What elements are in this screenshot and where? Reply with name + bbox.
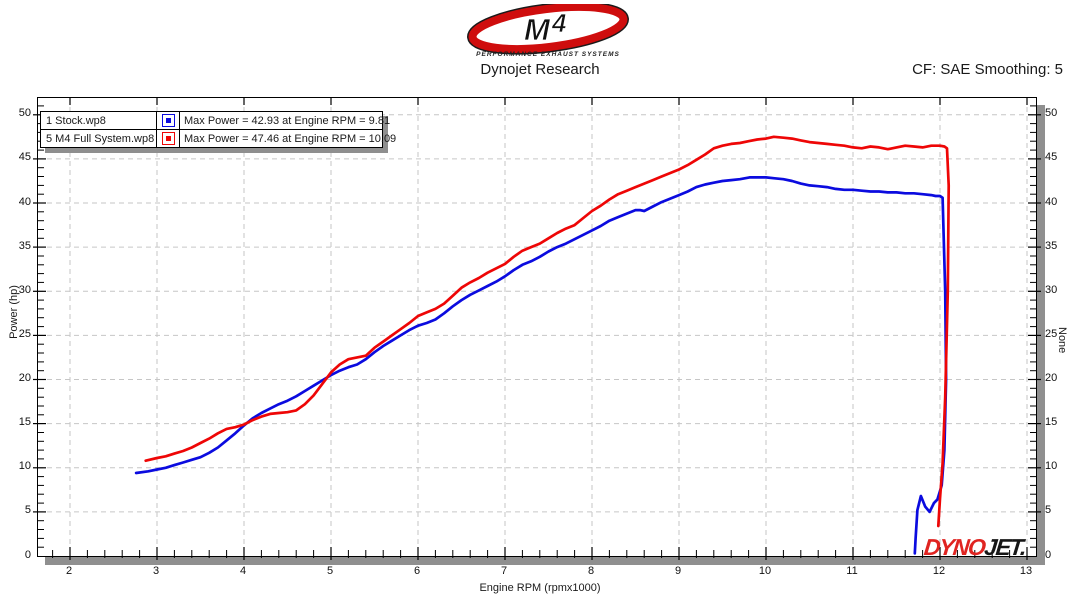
y-axis-tick-label-right: 30	[1045, 284, 1058, 296]
x-axis-tick-label: 3	[152, 565, 160, 577]
y-axis-tick-label-right: 45	[1045, 151, 1058, 163]
m4-brand-logo: M 4 PERFORMANCE EXHAUST SYSTEMS	[467, 4, 629, 58]
legend-max-power-text: Max Power = 47.46 at Engine RPM = 10.09	[184, 132, 397, 145]
x-axis-tick-label: 9	[674, 565, 682, 577]
y-axis-tick-label-left: 10	[18, 460, 31, 472]
power-curve	[134, 176, 948, 555]
y-axis-tick-label-right: 10	[1045, 460, 1058, 472]
y-axis-tick-label-left: 30	[18, 284, 31, 296]
y-axis-right-title: None	[1056, 327, 1068, 354]
y-axis-tick-label-right: 0	[1045, 549, 1052, 561]
correction-smoothing-text: CF: SAE Smoothing: 5	[912, 61, 1063, 78]
run-legend: 1 Stock.wp8 Max Power = 42.93 at Engine …	[40, 111, 397, 148]
m4-series-marker	[161, 132, 175, 145]
m4-logo-ellipse	[467, 4, 629, 55]
x-axis-tick-label: 4	[239, 565, 247, 577]
y-axis-tick-label-right: 25	[1045, 328, 1058, 340]
y-axis-tick-label-left: 5	[24, 504, 31, 516]
y-axis-tick-label-right: 50	[1045, 107, 1058, 119]
legend-run-name: 1 Stock.wp8	[46, 114, 106, 127]
y-axis-tick-label-right: 20	[1045, 372, 1058, 384]
dynojet-watermark-jet: JET.	[983, 534, 1027, 560]
y-axis-tick-label-right: 15	[1045, 416, 1058, 428]
x-axis-tick-label: 10	[758, 565, 772, 577]
y-axis-tick-label-left: 20	[18, 372, 31, 384]
legend-run-name: 5 M4 Full System.wp8	[46, 132, 155, 145]
legend-row-m4[interactable]: 5 M4 Full System.wp8 Max Power = 47.46 a…	[41, 129, 397, 147]
y-axis-tick-label-left: 35	[18, 240, 31, 252]
y-axis-tick-label-left: 50	[18, 107, 31, 119]
x-axis-tick-label: 11	[846, 565, 858, 577]
x-axis-tick-label: 13	[1019, 565, 1033, 577]
x-axis-tick-label: 7	[500, 565, 508, 577]
y-axis-tick-label-left: 25	[18, 328, 31, 340]
legend-max-power-text: Max Power = 42.93 at Engine RPM = 9.81	[184, 114, 391, 127]
y-axis-tick-label-right: 35	[1045, 240, 1058, 252]
x-axis-tick-label: 8	[587, 565, 595, 577]
y-axis-tick-label-left: 45	[18, 151, 31, 163]
m4-logo-subtext: PERFORMANCE EXHAUST SYSTEMS	[476, 51, 620, 58]
y-axis-tick-label-right: 5	[1045, 504, 1052, 516]
power-curve	[144, 135, 951, 528]
dynojet-watermark-logo: DYNOJET.	[923, 534, 1027, 561]
m4-logo-text: M	[524, 12, 551, 47]
page-title: Dynojet Research	[480, 61, 600, 78]
legend-row-stock[interactable]: 1 Stock.wp8 Max Power = 42.93 at Engine …	[41, 112, 391, 129]
y-axis-tick-label-left: 15	[18, 416, 31, 428]
dyno-curves-svg	[33, 98, 1041, 560]
x-axis-title: Engine RPM (rpmx1000)	[479, 582, 601, 594]
x-axis-tick-label: 12	[932, 565, 946, 577]
stock-series-marker	[161, 114, 175, 127]
x-axis-tick-label: 5	[326, 565, 334, 577]
legend-marker-cell	[156, 130, 180, 147]
y-axis-tick-label-left: 40	[18, 196, 31, 208]
y-axis-tick-label-left: 0	[24, 549, 31, 561]
legend-marker-cell	[156, 112, 180, 129]
y-axis-tick-label-right: 40	[1045, 196, 1058, 208]
x-axis-tick-label: 2	[65, 565, 73, 577]
dynojet-watermark-dyno: DYNO	[922, 534, 986, 560]
dyno-chart-plot-area	[33, 97, 1041, 560]
svg-text:4: 4	[551, 8, 567, 38]
x-axis-tick-label: 6	[413, 565, 421, 577]
